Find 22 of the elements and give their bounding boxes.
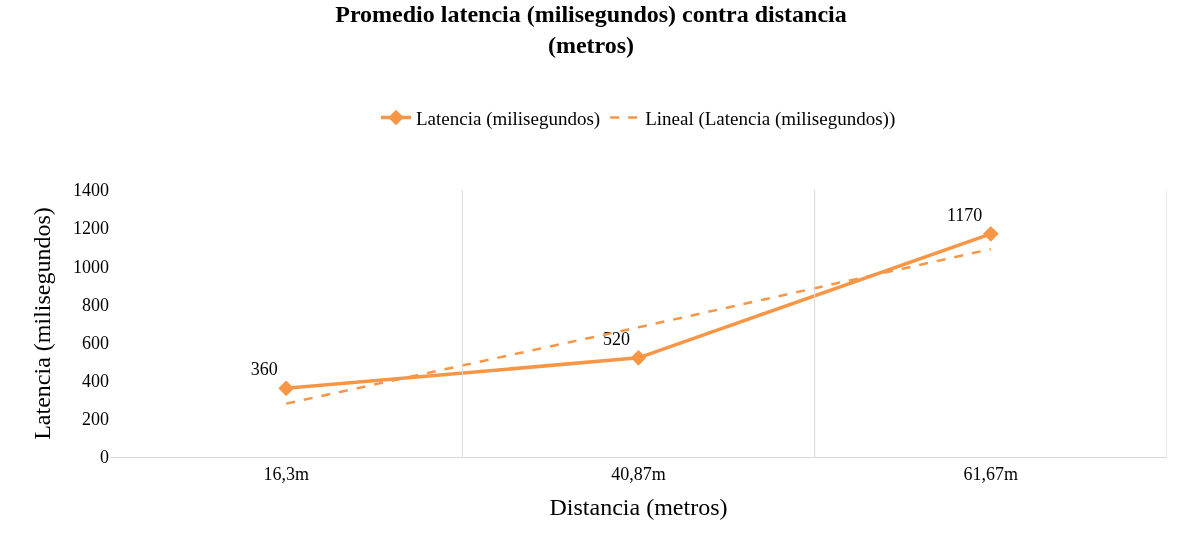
y-tick-label: 800 [82, 294, 109, 315]
y-tick-label: 1400 [73, 180, 109, 201]
x-tick-label: 16,3m [263, 463, 309, 484]
point [630, 350, 647, 366]
data-label: 1170 [946, 204, 983, 225]
y-tick-label: 600 [82, 332, 109, 353]
x-axis-title: Distancia (metros) [549, 493, 728, 520]
y-tick-label: 0 [100, 447, 109, 468]
x-tick-label: 61,67m [963, 463, 1019, 484]
data-label: 520 [603, 328, 630, 349]
y-tick-label: 1200 [73, 218, 109, 239]
data-label: 360 [250, 359, 278, 380]
y-axis-title: Latencia (milisegundos) [29, 207, 56, 440]
point [278, 380, 294, 397]
x-tick-label: 40,87m [611, 463, 666, 484]
legend-label: Latencia (milisegundos) [416, 107, 601, 130]
point [983, 226, 999, 242]
legend-label: Lineal (Latencia (milisegundos)) [645, 107, 896, 130]
chart-title: Promedio latencia (milisegundos) contra distancia (metros) [335, 0, 847, 58]
y-tick-label: 400 [82, 371, 109, 392]
y-tick-label: 200 [82, 409, 109, 430]
y-tick-label: 1000 [73, 256, 109, 277]
